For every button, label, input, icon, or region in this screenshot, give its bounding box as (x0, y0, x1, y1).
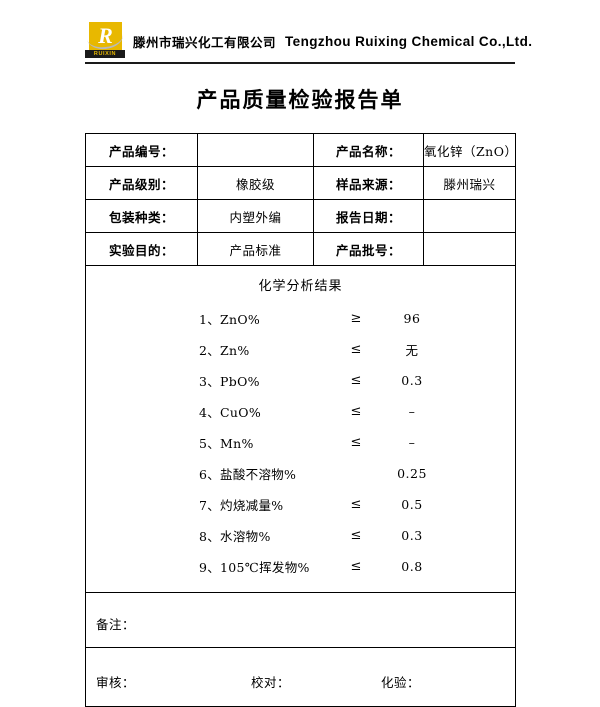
analysis-item-name: 1、ZnO% (199, 312, 261, 327)
field-value-report-date[interactable] (423, 199, 516, 233)
analysis-item-operator: ≤ (350, 404, 362, 419)
field-value-product-grade[interactable]: 橡胶级 (197, 166, 314, 200)
chemical-analysis-title: 化学分析结果 (258, 279, 343, 294)
list-item: 5、Mn% ≤ – (86, 427, 515, 458)
page-title: 产品质量检验报告单 (196, 88, 404, 112)
list-item: 8、水溶物% ≤ 0.3 (86, 520, 515, 551)
table-row: 包装种类： 内塑外编 报告日期： (85, 199, 516, 233)
analysis-item-name: 8、水溶物% (199, 529, 271, 544)
field-value-product-name[interactable]: 氧化锌（ZnO） (423, 133, 517, 167)
field-value-batch-number[interactable] (423, 232, 516, 266)
analysis-item-value: 0.8 (401, 559, 423, 574)
analysis-item-name: 2、Zn% (199, 343, 250, 358)
remarks-cell[interactable]: 备注： (85, 592, 516, 648)
list-item: 7、灼烧减量% ≤ 0.5 (86, 489, 515, 520)
analysis-item-operator: ≥ (350, 311, 362, 326)
list-item: 6、盐酸不溶物% 0.25 (86, 458, 515, 489)
analysis-item-name: 9、105℃挥发物% (199, 560, 310, 575)
field-value-sample-source[interactable]: 滕州瑞兴 (423, 166, 516, 200)
analysis-item-name: 5、Mn% (199, 436, 254, 451)
analysis-item-value: 0.3 (401, 528, 423, 543)
signature-checker-label[interactable]: 校对： (251, 674, 291, 690)
document-header: R RUIXIN 滕州市瑞兴化工有限公司 Tengzhou Ruixing Ch… (85, 20, 532, 62)
table-row: 产品编号： 产品名称： 氧化锌（ZnO） (85, 133, 517, 167)
analysis-item-operator: ≤ (350, 497, 362, 512)
analysis-item-value: – (408, 435, 416, 450)
analysis-item-name: 6、盐酸不溶物% (199, 467, 297, 482)
analysis-item-operator: ≤ (350, 528, 362, 543)
analysis-item-operator: ≤ (350, 435, 362, 450)
field-label-test-purpose: 实验目的： (85, 232, 198, 266)
analysis-item-operator: ≤ (350, 342, 362, 357)
list-item: 4、CuO% ≤ – (86, 396, 515, 427)
field-label-product-name: 产品名称： (313, 133, 424, 167)
logo-square-icon (89, 22, 122, 50)
analysis-item-value: 无 (405, 343, 419, 358)
header-divider (85, 62, 515, 64)
field-label-batch-number: 产品批号： (313, 232, 424, 266)
company-name-en: Tengzhou Ruixing Chemical Co.,Ltd. (285, 33, 533, 49)
field-value-product-code[interactable] (197, 133, 314, 167)
signature-cell: 审核： 校对： 化验： (85, 647, 516, 707)
remarks-label: 备注： (96, 616, 136, 632)
signature-reviewer-label[interactable]: 审核： (96, 674, 136, 690)
logo-letter: R (98, 23, 113, 48)
field-value-package-type[interactable]: 内塑外编 (197, 199, 314, 233)
analysis-item-value: 0.25 (397, 466, 427, 481)
chemical-analysis-row: 化学分析结果 1、ZnO% ≥ 96 2、Zn% ≤ 无 3、PbO% ≤ (85, 265, 516, 593)
remarks-row: 备注： (85, 592, 516, 648)
field-label-package-type: 包装种类： (85, 199, 198, 233)
field-label-product-code: 产品编号： (85, 133, 198, 167)
chemical-analysis-list: 1、ZnO% ≥ 96 2、Zn% ≤ 无 3、PbO% ≤ 0.3 (86, 303, 515, 582)
field-label-product-grade: 产品级别： (85, 166, 198, 200)
analysis-item-operator: ≤ (350, 373, 362, 388)
logo-wordmark: RUIXIN (85, 50, 125, 58)
field-label-sample-source: 样品来源： (313, 166, 424, 200)
analysis-item-value: 0.3 (401, 373, 423, 388)
list-item: 1、ZnO% ≥ 96 (86, 303, 515, 334)
analysis-item-name: 3、PbO% (199, 374, 260, 389)
field-value-test-purpose[interactable]: 产品标准 (197, 232, 314, 266)
list-item: 9、105℃挥发物% ≤ 0.8 (86, 551, 515, 582)
table-row: 产品级别： 橡胶级 样品来源： 滕州瑞兴 (85, 166, 516, 200)
table-row: 实验目的： 产品标准 产品批号： (85, 232, 516, 266)
analysis-item-name: 4、CuO% (199, 405, 261, 420)
analysis-item-name: 7、灼烧减量% (199, 498, 284, 513)
analysis-item-value: 96 (403, 311, 421, 326)
analysis-item-operator: ≤ (350, 559, 362, 574)
signature-row: 审核： 校对： 化验： (85, 647, 516, 707)
list-item: 3、PbO% ≤ 0.3 (86, 365, 515, 396)
company-logo: R RUIXIN (85, 22, 125, 60)
company-name-cn: 滕州市瑞兴化工有限公司 (133, 34, 277, 50)
chemical-analysis-cell: 化学分析结果 1、ZnO% ≥ 96 2、Zn% ≤ 无 3、PbO% ≤ (85, 265, 516, 593)
field-label-report-date: 报告日期： (313, 199, 424, 233)
report-table: 产品编号： 产品名称： 氧化锌（ZnO） 产品级别： 橡胶级 样品来源： 滕州瑞… (85, 133, 517, 707)
signature-tester-label[interactable]: 化验： (381, 674, 421, 690)
list-item: 2、Zn% ≤ 无 (86, 334, 515, 365)
analysis-item-value: – (408, 404, 416, 419)
analysis-item-value: 0.5 (401, 497, 423, 512)
